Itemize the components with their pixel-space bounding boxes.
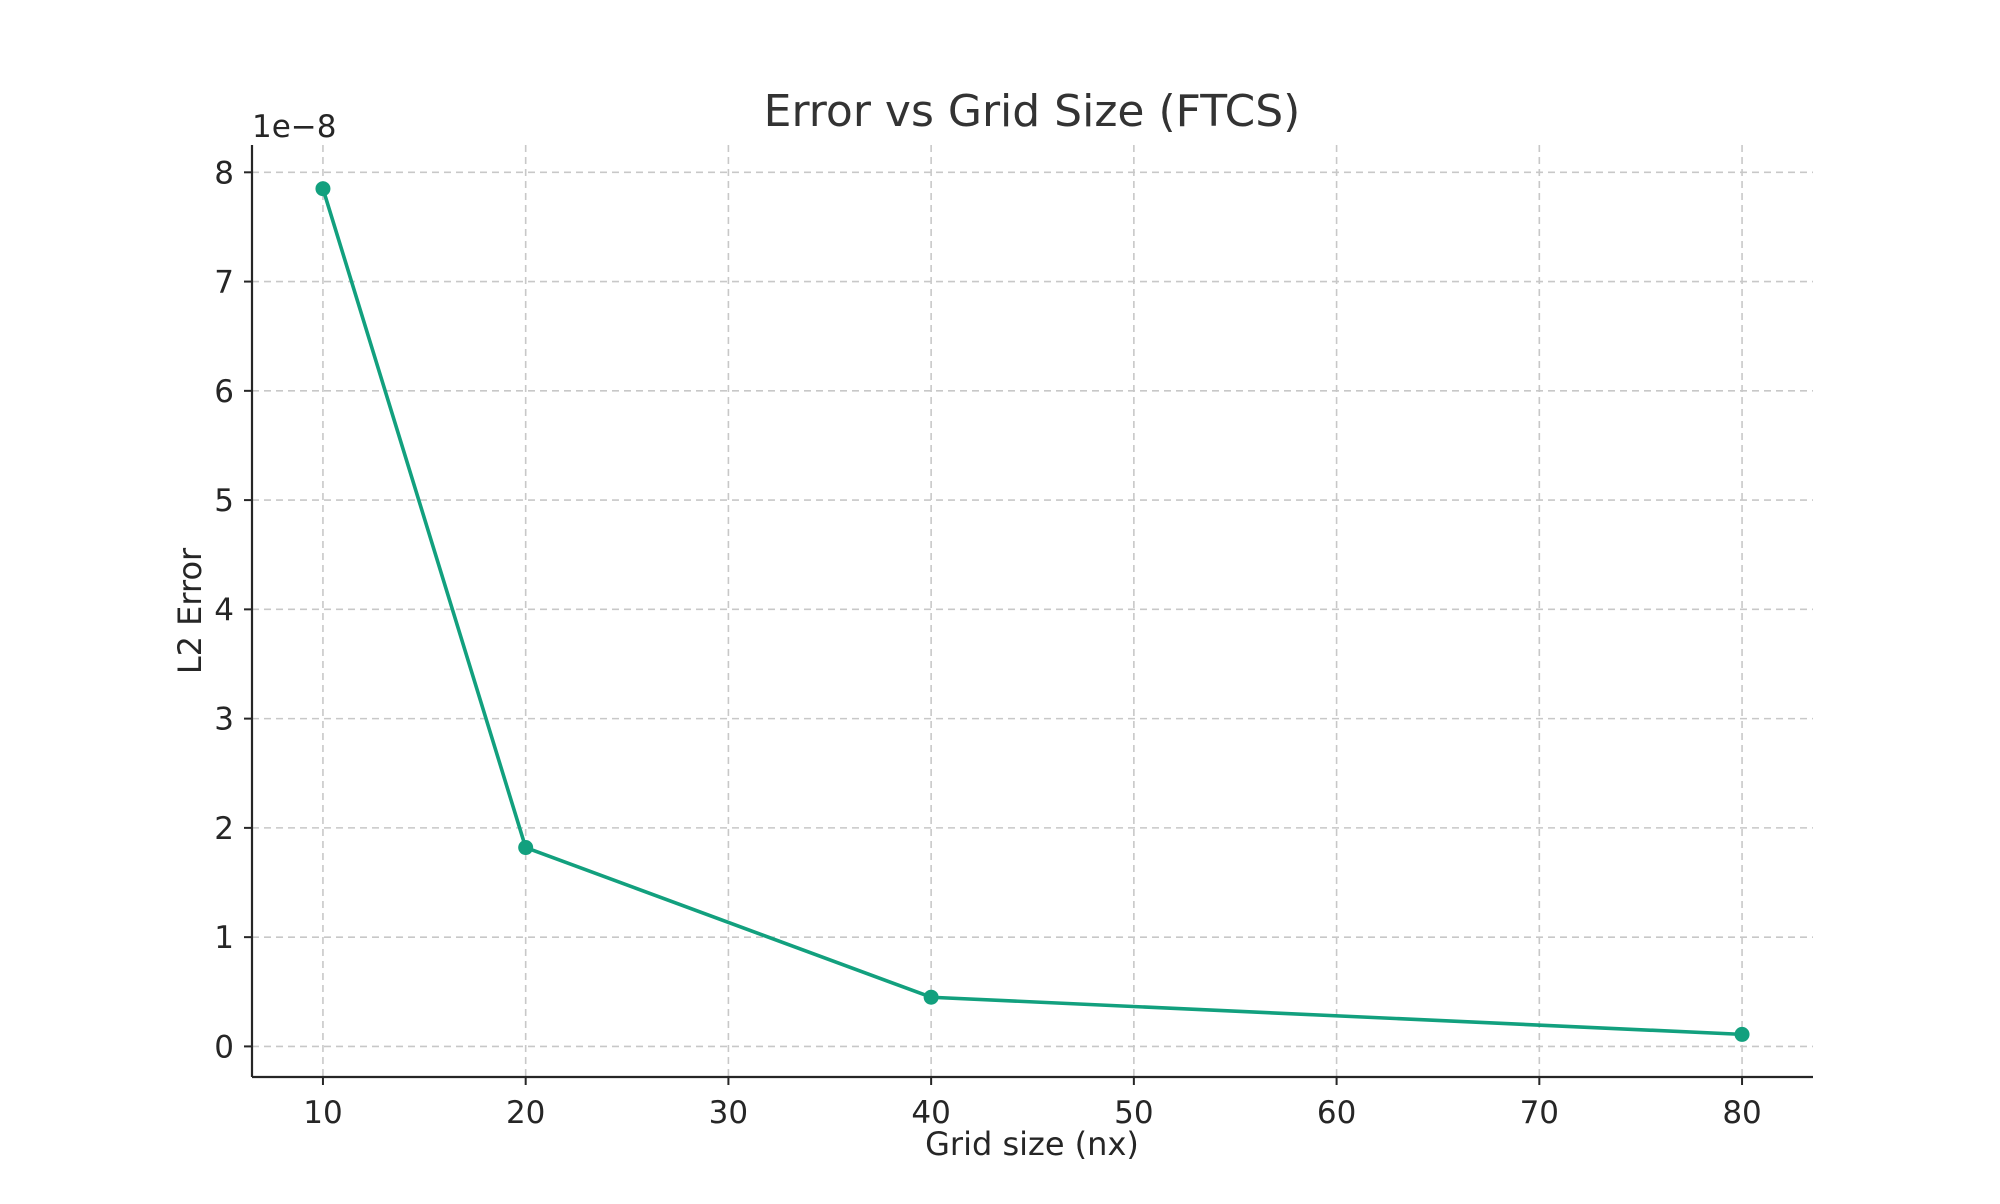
y-tick-label: 0	[214, 1029, 234, 1065]
y-tick-label: 3	[214, 702, 234, 738]
x-ticks: 10 20 30 40 50 60 70 80	[303, 1077, 1762, 1131]
y-ticks: 0 1 2 3 4 5 6 7 8	[214, 155, 252, 1065]
data-point	[1734, 1026, 1750, 1042]
x-tick-label: 30	[709, 1095, 748, 1131]
axes	[250, 145, 1813, 1079]
series	[315, 181, 1750, 1042]
y-tick-label: 5	[214, 483, 234, 519]
y-tick-label: 6	[214, 374, 234, 410]
y-tick-label: 8	[214, 155, 234, 191]
x-tick-label: 50	[1114, 1095, 1153, 1131]
x-tick-label: 10	[303, 1095, 342, 1131]
chart-title: Error vs Grid Size (FTCS)	[764, 86, 1301, 137]
y-axis-offset-label: 1e−8	[252, 109, 337, 145]
x-tick-label: 40	[911, 1095, 950, 1131]
data-point	[518, 840, 534, 856]
x-tick-label: 60	[1317, 1095, 1356, 1131]
x-tick-label: 20	[506, 1095, 545, 1131]
grid	[252, 145, 1813, 1077]
y-tick-label: 1	[214, 920, 234, 956]
y-tick-label: 7	[214, 265, 234, 301]
x-tick-label: 80	[1722, 1095, 1761, 1131]
y-tick-label: 4	[214, 592, 234, 628]
y-axis-label: L2 Error	[171, 547, 209, 674]
y-tick-label: 2	[214, 811, 234, 847]
x-tick-label: 70	[1520, 1095, 1559, 1131]
x-axis-label: Grid size (nx)	[925, 1125, 1139, 1163]
series-line	[321, 188, 1743, 1037]
data-point	[923, 989, 939, 1005]
data-point	[315, 181, 331, 197]
